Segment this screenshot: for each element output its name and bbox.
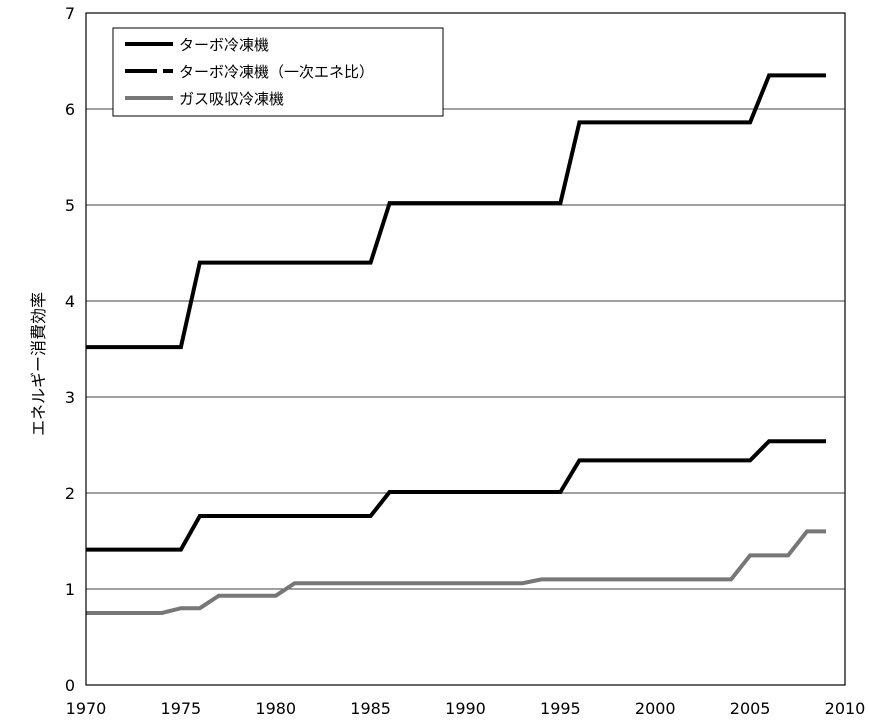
x-tick-label: 1990 bbox=[445, 699, 486, 718]
legend-label: ターボ冷凍機 bbox=[179, 36, 269, 54]
y-tick-label: 4 bbox=[65, 292, 75, 311]
series-line-3 bbox=[86, 529, 826, 615]
y-axis-label: エネルギー消費効率 bbox=[29, 292, 48, 436]
y-tick-label: 2 bbox=[65, 484, 75, 503]
series-group bbox=[86, 73, 826, 615]
plot-area bbox=[85, 12, 846, 686]
x-axis: 1970 1975 1980 1985 1990 1995 2000 2005 2010 bbox=[66, 699, 866, 718]
y-tick-label: 6 bbox=[65, 100, 75, 119]
y-tick-label: 0 bbox=[65, 676, 75, 695]
y-axis: 0 1 2 3 4 5 6 7 bbox=[65, 4, 75, 695]
x-tick-label: 2000 bbox=[635, 699, 676, 718]
legend-label: ターボ冷凍機（一次エネ比） bbox=[179, 63, 374, 81]
x-tick-label: 1970 bbox=[66, 699, 107, 718]
series-line-2 bbox=[86, 439, 826, 552]
y-tick-label: 5 bbox=[65, 196, 75, 215]
y-tick-label: 3 bbox=[65, 388, 75, 407]
legend-label: ガス吸収冷凍機 bbox=[179, 90, 284, 108]
y-tick-label: 1 bbox=[65, 580, 75, 599]
y-tick-label: 7 bbox=[65, 4, 75, 23]
x-tick-label: 1985 bbox=[350, 699, 391, 718]
x-tick-label: 1995 bbox=[540, 699, 581, 718]
x-tick-label: 2010 bbox=[825, 699, 866, 718]
x-tick-label: 1975 bbox=[161, 699, 202, 718]
x-tick-label: 1980 bbox=[255, 699, 296, 718]
series-line-1 bbox=[86, 73, 826, 350]
x-tick-label: 2005 bbox=[730, 699, 771, 718]
